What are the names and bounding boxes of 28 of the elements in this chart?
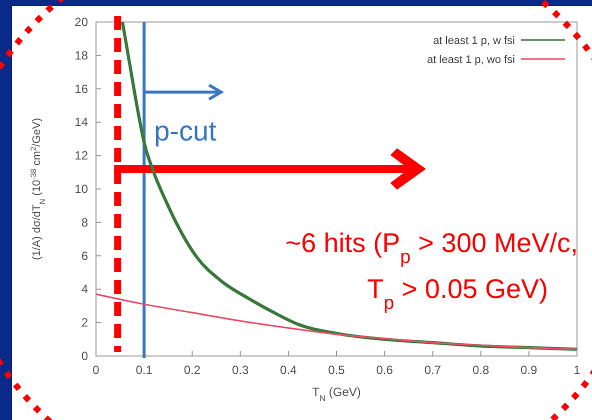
x-tick-label: 0.4 [280,363,298,377]
y-tick-label: 10 [74,182,88,196]
x-axis-title: T$_{N}$ (GeV) [312,385,361,403]
y-tick-label: 12 [74,148,88,163]
x-tick-label: 0.6 [376,363,394,377]
y-tick-label: 16 [74,82,88,96]
ref-line-label: p-cut [154,116,217,147]
y-tick-label: 4 [81,282,88,296]
x-tick-label: 0 [92,363,100,377]
x-tick-label: 0.3 [232,363,249,377]
x-tick-label: 0.8 [472,363,490,377]
annotation: T$_{p}$ > 0.05 GeV) [367,274,548,314]
legend-label: at least 1 p, w fsi [433,35,515,47]
x-tick-label: 0.1 [136,363,153,377]
y-tick-label: 18 [74,48,88,62]
x-tick-label: 0.2 [184,363,201,377]
y-tick-label: 0 [81,349,88,363]
y-tick-label: 2 [81,316,88,330]
x-tick-label: 0.5 [328,363,346,377]
x-tick-label: 0.9 [520,363,538,377]
annotation: ~6 hits (P$_{p}$ > 300 MeV/c, [285,228,578,268]
y-tick-label: 6 [81,248,88,263]
y-tick-label: 14 [74,115,88,130]
x-tick-label: 1 [574,363,581,377]
x-tick-label: 0.7 [424,363,442,377]
y-tick-label: 20 [74,15,88,29]
legend-label: at least 1 p, wo fsi [426,54,515,66]
y-tick-label: 8 [81,215,88,230]
